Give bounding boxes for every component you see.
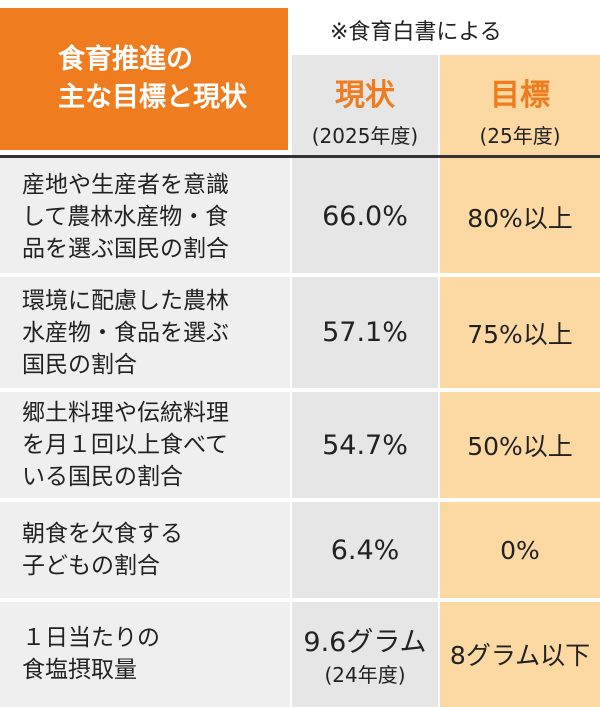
current-line: 6.4%	[330, 534, 400, 566]
title-line: 主な目標と現状	[58, 82, 247, 113]
label-line: 郷土料理や伝統料理	[22, 400, 229, 426]
label-line: 子どもの割合	[22, 553, 160, 579]
row-rule	[0, 598, 600, 602]
current-line: 66.0%	[322, 201, 408, 232]
target-text: 50%以上	[467, 432, 573, 461]
target-value: 80%以上	[440, 158, 600, 275]
col-title: 現状	[335, 78, 395, 113]
target-value: 75%以上	[440, 275, 600, 390]
label-line: を月１回以上食べて	[22, 432, 229, 458]
target-text: 80%以上	[467, 203, 573, 233]
current-value: 6.4%	[292, 500, 438, 600]
row-label: 産地や生産者を意識 して農林水産物・食 品を選ぶ国民の割合	[0, 158, 290, 275]
col-head: 目標 (25年度)	[440, 70, 600, 149]
col-sub: (25年度)	[479, 124, 561, 148]
target-text: 75%以上	[467, 319, 573, 349]
current-line: 54.7%	[322, 429, 408, 461]
label-line: 品を選ぶ国民の割合	[22, 235, 229, 262]
col-head: 現状 (2025年度)	[292, 70, 438, 149]
row-rule	[0, 273, 600, 277]
current-line: 57.1%	[322, 317, 408, 348]
header-rule	[0, 155, 600, 158]
label-line: 環境に配慮した農林	[22, 287, 229, 314]
title-box: 食育推進の 主な目標と現状	[0, 8, 288, 150]
current-value: 57.1%	[292, 275, 438, 390]
target-value: 8グラム以下	[440, 600, 600, 707]
label-line: いる国民の割合	[22, 464, 183, 490]
current-value: 66.0%	[292, 158, 438, 275]
label-line: １日当たりの	[22, 624, 160, 651]
row-rule	[0, 388, 600, 392]
row-label: 朝食を欠食する 子どもの割合	[0, 500, 290, 600]
col-title: 目標	[490, 78, 550, 113]
current-value: 54.7%	[292, 390, 438, 500]
target-text: 8グラム以下	[449, 640, 591, 670]
label-line: 朝食を欠食する	[22, 521, 183, 547]
label-line: 国民の割合	[22, 351, 137, 378]
row-label: 環境に配慮した農林 水産物・食品を選ぶ 国民の割合	[0, 275, 290, 390]
left-column	[0, 158, 290, 707]
title-line: 食育推進の	[58, 44, 193, 75]
target-value: 50%以上	[440, 390, 600, 500]
target-value: 0%	[440, 500, 600, 600]
note: ※食育白書による	[330, 20, 502, 45]
current-value: 9.6グラム (24年度)	[292, 600, 438, 707]
label-line: 食塩摂取量	[22, 656, 137, 683]
current-line: (24年度)	[324, 662, 406, 687]
current-line: 9.6グラム	[303, 626, 427, 658]
row-label: 郷土料理や伝統料理 を月１回以上食べて いる国民の割合	[0, 390, 290, 500]
label-line: して農林水産物・食	[22, 203, 229, 230]
row-label: １日当たりの 食塩摂取量	[0, 600, 290, 707]
col-sub: (2025年度)	[311, 124, 419, 148]
target-text: 0%	[500, 535, 540, 565]
label-line: 産地や生産者を意識	[22, 171, 229, 198]
label-line: 水産物・食品を選ぶ	[22, 319, 229, 346]
row-rule	[0, 498, 600, 502]
